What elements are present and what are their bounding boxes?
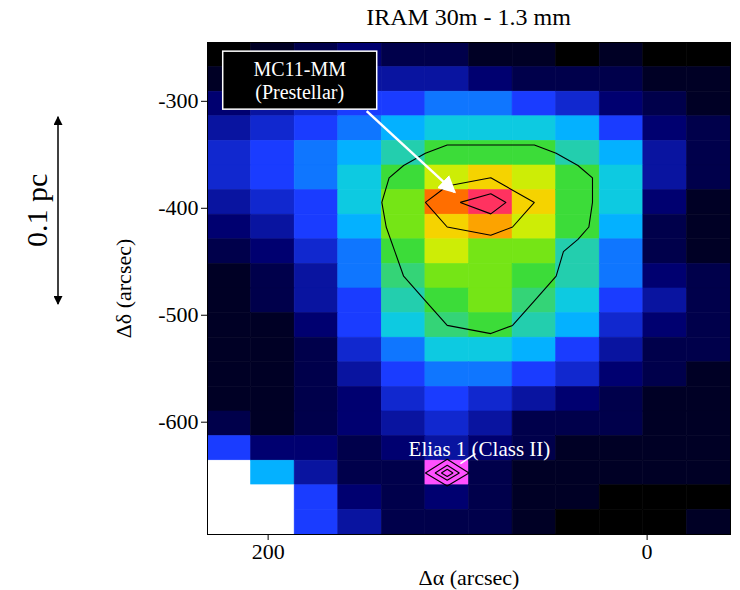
svg-text:Δα (arcsec): Δα (arcsec) (419, 565, 520, 590)
svg-text:(Prestellar): (Prestellar) (255, 81, 344, 104)
svg-text:Δδ (arcsec): Δδ (arcsec) (111, 239, 136, 339)
svg-text:0.1 pc: 0.1 pc (20, 174, 53, 247)
svg-text:MC11-MM: MC11-MM (253, 58, 346, 80)
html-text:IRAM 30m - 1.3 mm: IRAM 30m - 1.3 mm (366, 4, 571, 30)
svg-text:200: 200 (252, 539, 285, 564)
svg-text:Elias 1 (Class II): Elias 1 (Class II) (409, 437, 551, 461)
svg-text:-300: -300 (158, 88, 198, 113)
svg-text:-600: -600 (158, 409, 198, 434)
svg-text:-400: -400 (158, 195, 198, 220)
svg-text:0: 0 (642, 539, 653, 564)
svg-text:-500: -500 (158, 302, 198, 327)
